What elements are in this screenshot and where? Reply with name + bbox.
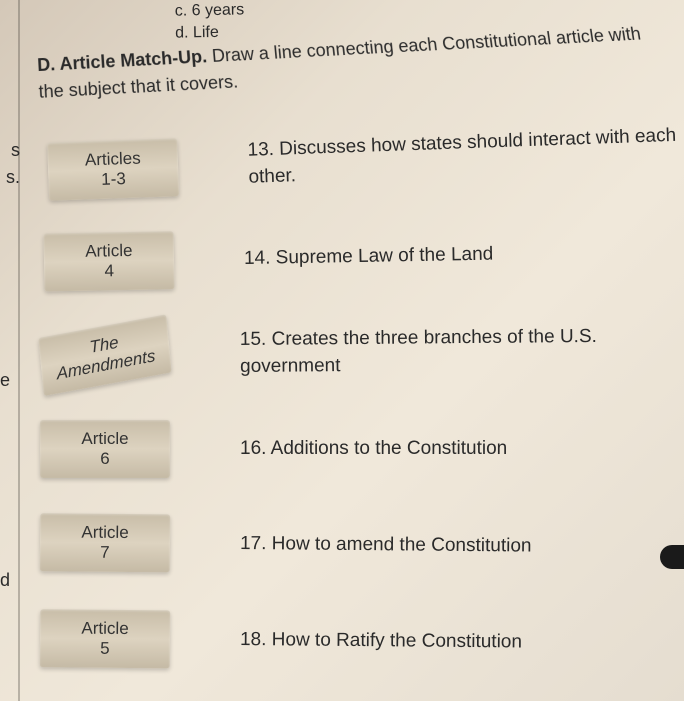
description-18[interactable]: 18. How to Ratify the Constitution [240,627,674,657]
margin-line [18,0,20,701]
article-box-amendments[interactable]: The Amendments [38,314,171,396]
margin-s2: s. [0,167,20,188]
previous-question-options: c. 6 years d. Life [175,0,245,45]
article-label: Article [81,429,128,449]
article-box-4[interactable]: Article 4 [44,231,175,291]
article-label: Article [85,241,133,262]
article-label: Article [81,619,128,639]
margin-s1: s [0,140,20,161]
article-label: Article [81,523,128,543]
match-row: Article 4 14. Supreme Law of the Land [44,220,679,293]
description-16[interactable]: 16. Additions to the Constitution [240,436,674,463]
worksheet-page: c. 6 years d. Life D. Article Match-Up. … [0,0,684,701]
article-box-6[interactable]: Article 6 [40,420,170,478]
article-number: 7 [100,543,110,563]
article-box-1-3[interactable]: Articles 1-3 [47,138,179,201]
article-number: 5 [100,639,110,659]
match-container: Articles 1-3 13. Discusses how states sh… [40,130,674,672]
article-number: 4 [104,261,114,281]
margin-e: e [0,370,10,391]
description-14[interactable]: 14. Supreme Law of the Land [244,238,678,272]
match-row: Article 6 16. Additions to the Constitut… [40,418,674,480]
left-margin-text: s s. [0,140,20,194]
article-label: Articles [85,149,141,171]
article-box-5[interactable]: Article 5 [40,609,171,668]
match-row: Article 7 17. How to amend the Constitut… [40,511,675,579]
article-box-7[interactable]: Article 7 [40,513,171,572]
section-header: D. Article Match-Up. Draw a line connect… [37,20,668,106]
match-row: The Amendments 15. Creates the three bra… [40,319,675,387]
match-row: Articles 1-3 13. Discusses how states sh… [47,119,683,203]
match-row: Article 5 18. How to Ratify the Constitu… [40,607,675,675]
article-number: 1-3 [101,169,126,190]
section-title: D. Article Match-Up. [37,46,208,75]
margin-d: d [0,570,10,591]
description-13[interactable]: 13. Discusses how states should interact… [247,123,683,191]
thumb-shadow [660,545,684,569]
article-number: 6 [100,449,109,469]
description-15[interactable]: 15. Creates the three branches of the U.… [240,324,674,381]
option-c: c. 6 years [175,0,245,23]
description-17[interactable]: 17. How to amend the Constitution [240,531,674,561]
